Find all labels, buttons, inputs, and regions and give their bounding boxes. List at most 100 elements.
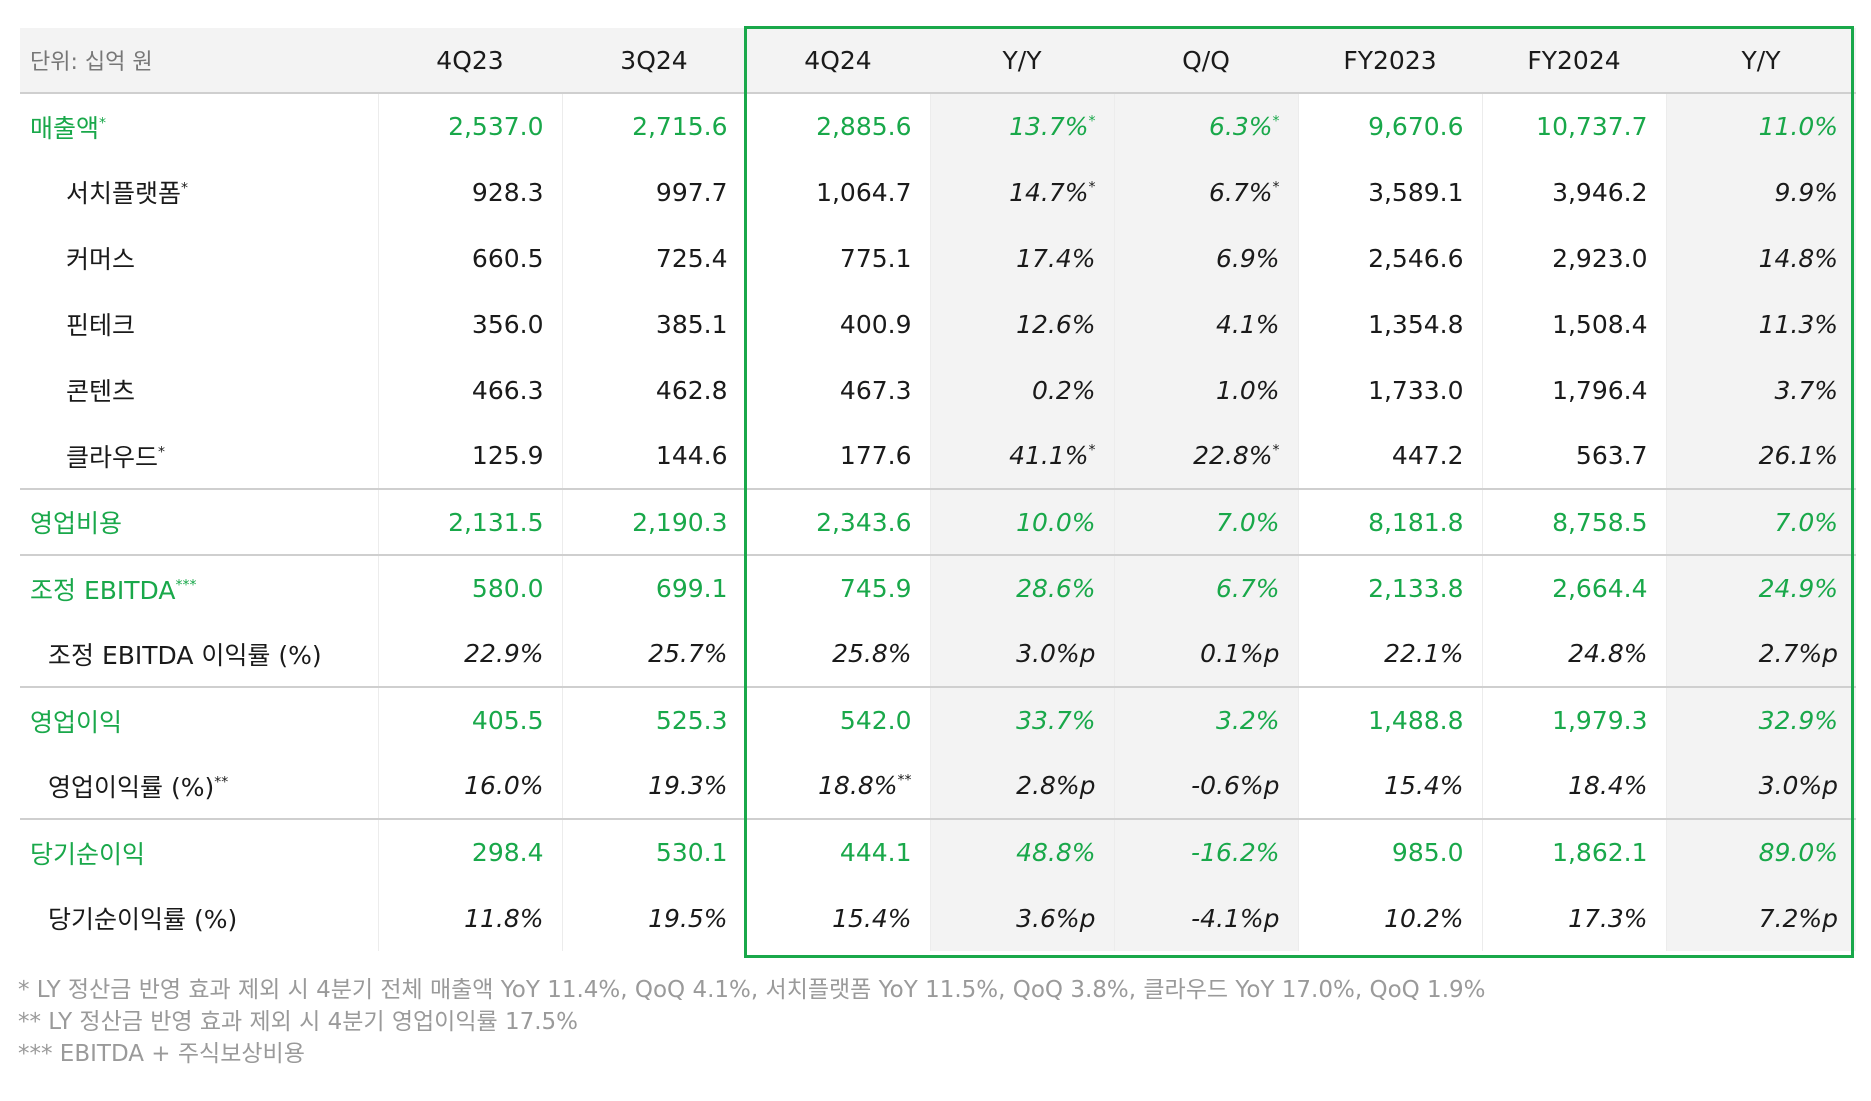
table-cell: 1,796.4 bbox=[1482, 357, 1667, 423]
cell-value: 14.8% bbox=[1758, 243, 1838, 273]
table-cell: 11.3% bbox=[1666, 291, 1856, 357]
row-label: 커머스 bbox=[20, 225, 379, 291]
table-cell: 3.0%p bbox=[930, 621, 1115, 687]
cell-value: 2,190.3 bbox=[632, 507, 728, 537]
row-label-text: 클라우드 bbox=[66, 442, 159, 472]
table-cell: 22.9% bbox=[378, 621, 563, 687]
row-label-text: 콘텐츠 bbox=[66, 377, 136, 406]
table-cell: 444.1 bbox=[746, 818, 931, 885]
cell-value: 7.2%p bbox=[1758, 903, 1838, 933]
row-label: 조정 EBITDA*** bbox=[20, 554, 379, 621]
table-cell: 14.7%* bbox=[930, 159, 1115, 225]
table-cell: 2,664.4 bbox=[1482, 554, 1667, 621]
cell-value: 13.7% bbox=[1009, 112, 1089, 141]
table-cell: 405.5 bbox=[378, 686, 563, 753]
table-cell: 660.5 bbox=[378, 225, 563, 291]
table-cell: 928.3 bbox=[378, 159, 563, 225]
table-row: 영업비용 2,131.5 2,190.3 2,343.6 10.0% 7.0% 8,181.… bbox=[20, 488, 1856, 555]
cell-value: 12.6% bbox=[1016, 309, 1096, 339]
table-cell: 1,488.8 bbox=[1298, 686, 1483, 753]
cell-value: 0.1%p bbox=[1200, 639, 1280, 668]
table-cell: 19.3% bbox=[562, 753, 747, 819]
table-cell: 1.0% bbox=[1114, 357, 1299, 423]
cell-value: 3.0%p bbox=[1758, 771, 1838, 800]
table-row: 클라우드* 125.9 144.6 177.6 41.1%* 22.8%* 447.2 563… bbox=[20, 423, 1856, 489]
table-cell: 462.8 bbox=[562, 357, 747, 423]
cell-value: 3.2% bbox=[1215, 706, 1280, 735]
cell-value: 9,670.6 bbox=[1368, 112, 1464, 141]
cell-value: 400.9 bbox=[839, 309, 912, 339]
table-cell: 3.7% bbox=[1666, 357, 1856, 423]
cell-value: 580.0 bbox=[471, 574, 544, 603]
footnote-1: * LY 정산금 반영 효과 제외 시 4분기 전체 매출액 YoY 11.4%… bbox=[18, 977, 1486, 1003]
table-cell: 24.9% bbox=[1666, 554, 1856, 621]
table-cell: 0.2% bbox=[930, 357, 1115, 423]
cell-value: -16.2% bbox=[1191, 838, 1280, 867]
table-cell: 11.0% bbox=[1666, 93, 1856, 159]
cell-value: 10,737.7 bbox=[1536, 112, 1648, 141]
cell-value: 22.9% bbox=[464, 639, 544, 668]
cell-value: 19.5% bbox=[648, 903, 728, 933]
cell-value: 26.1% bbox=[1758, 441, 1838, 470]
footnote-mark: * bbox=[158, 444, 166, 461]
cell-value: 2.8%p bbox=[1016, 771, 1096, 800]
cell-value: 2,131.5 bbox=[448, 507, 544, 537]
cell-value: 25.8% bbox=[832, 639, 912, 668]
table-cell: 17.4% bbox=[930, 225, 1115, 291]
footnote-mark: * bbox=[1088, 442, 1096, 459]
cell-value: -0.6%p bbox=[1191, 771, 1280, 800]
cell-value: 542.0 bbox=[839, 706, 912, 735]
col-header-yy: Y/Y bbox=[930, 28, 1114, 94]
table-cell: 1,064.7 bbox=[746, 159, 931, 225]
cell-value: 928.3 bbox=[471, 177, 544, 207]
cell-value: 530.1 bbox=[655, 838, 728, 867]
table-cell: 3.0%p bbox=[1666, 753, 1856, 819]
col-header-3q24: 3Q24 bbox=[562, 28, 746, 94]
table-row: 핀테크 356.0 385.1 400.9 12.6% 4.1% 1,354.8 1,508.… bbox=[20, 291, 1856, 357]
cell-value: 2,664.4 bbox=[1552, 574, 1648, 603]
table-cell: 24.8% bbox=[1482, 621, 1667, 687]
col-header-fy2023: FY2023 bbox=[1298, 28, 1482, 94]
table-cell: 385.1 bbox=[562, 291, 747, 357]
row-label-text: 영업이익률 (%) bbox=[48, 772, 215, 802]
table-cell: 2,537.0 bbox=[378, 93, 563, 159]
table-cell: 7.2%p bbox=[1666, 885, 1856, 951]
cell-value: 16.0% bbox=[464, 771, 544, 800]
table-cell: 1,508.4 bbox=[1482, 291, 1667, 357]
table-cell: 4.1% bbox=[1114, 291, 1299, 357]
cell-value: 6.3% bbox=[1208, 112, 1273, 141]
table-cell: 89.0% bbox=[1666, 818, 1856, 885]
table-cell: 356.0 bbox=[378, 291, 563, 357]
table-cell: 699.1 bbox=[562, 554, 747, 621]
table-row: 당기순이익률 (%) 11.8% 19.5% 15.4% 3.6%p -4.1%p 10.2… bbox=[20, 885, 1856, 951]
table-cell: 16.0% bbox=[378, 753, 563, 819]
cell-value: 2,923.0 bbox=[1552, 243, 1648, 273]
footnote-mark: * bbox=[1088, 113, 1096, 130]
table-cell: 10.2% bbox=[1298, 885, 1483, 951]
table-cell: 28.6% bbox=[930, 554, 1115, 621]
cell-value: 1,508.4 bbox=[1552, 309, 1648, 339]
table-cell: 177.6 bbox=[746, 423, 931, 489]
table-cell: 26.1% bbox=[1666, 423, 1856, 489]
table-cell: 7.0% bbox=[1114, 488, 1299, 555]
cell-value: 1,862.1 bbox=[1552, 838, 1648, 867]
cell-value: 22.1% bbox=[1384, 639, 1464, 668]
footnote-mark: * bbox=[1272, 113, 1280, 130]
cell-value: -4.1%p bbox=[1191, 903, 1280, 933]
row-label-text: 당기순이익률 (%) bbox=[48, 905, 238, 934]
footnote-mark: * bbox=[1088, 179, 1096, 196]
table-cell: 18.8%** bbox=[746, 753, 931, 819]
row-label: 콘텐츠 bbox=[20, 357, 379, 423]
cell-value: 32.9% bbox=[1758, 706, 1838, 735]
table-cell: 125.9 bbox=[378, 423, 563, 489]
cell-value: 6.7% bbox=[1208, 177, 1273, 207]
table-row: 매출액* 2,537.0 2,715.6 2,885.6 13.7%* 6.3%* 9,67… bbox=[20, 93, 1856, 159]
table-cell: 745.9 bbox=[746, 554, 931, 621]
cell-value: 1,064.7 bbox=[816, 177, 912, 207]
row-label-text: 매출액 bbox=[30, 113, 100, 143]
cell-value: 28.6% bbox=[1016, 574, 1096, 603]
table-cell: 9,670.6 bbox=[1298, 93, 1483, 159]
cell-value: 745.9 bbox=[839, 574, 912, 603]
footnote-mark: * bbox=[181, 180, 189, 197]
table-cell: 144.6 bbox=[562, 423, 747, 489]
